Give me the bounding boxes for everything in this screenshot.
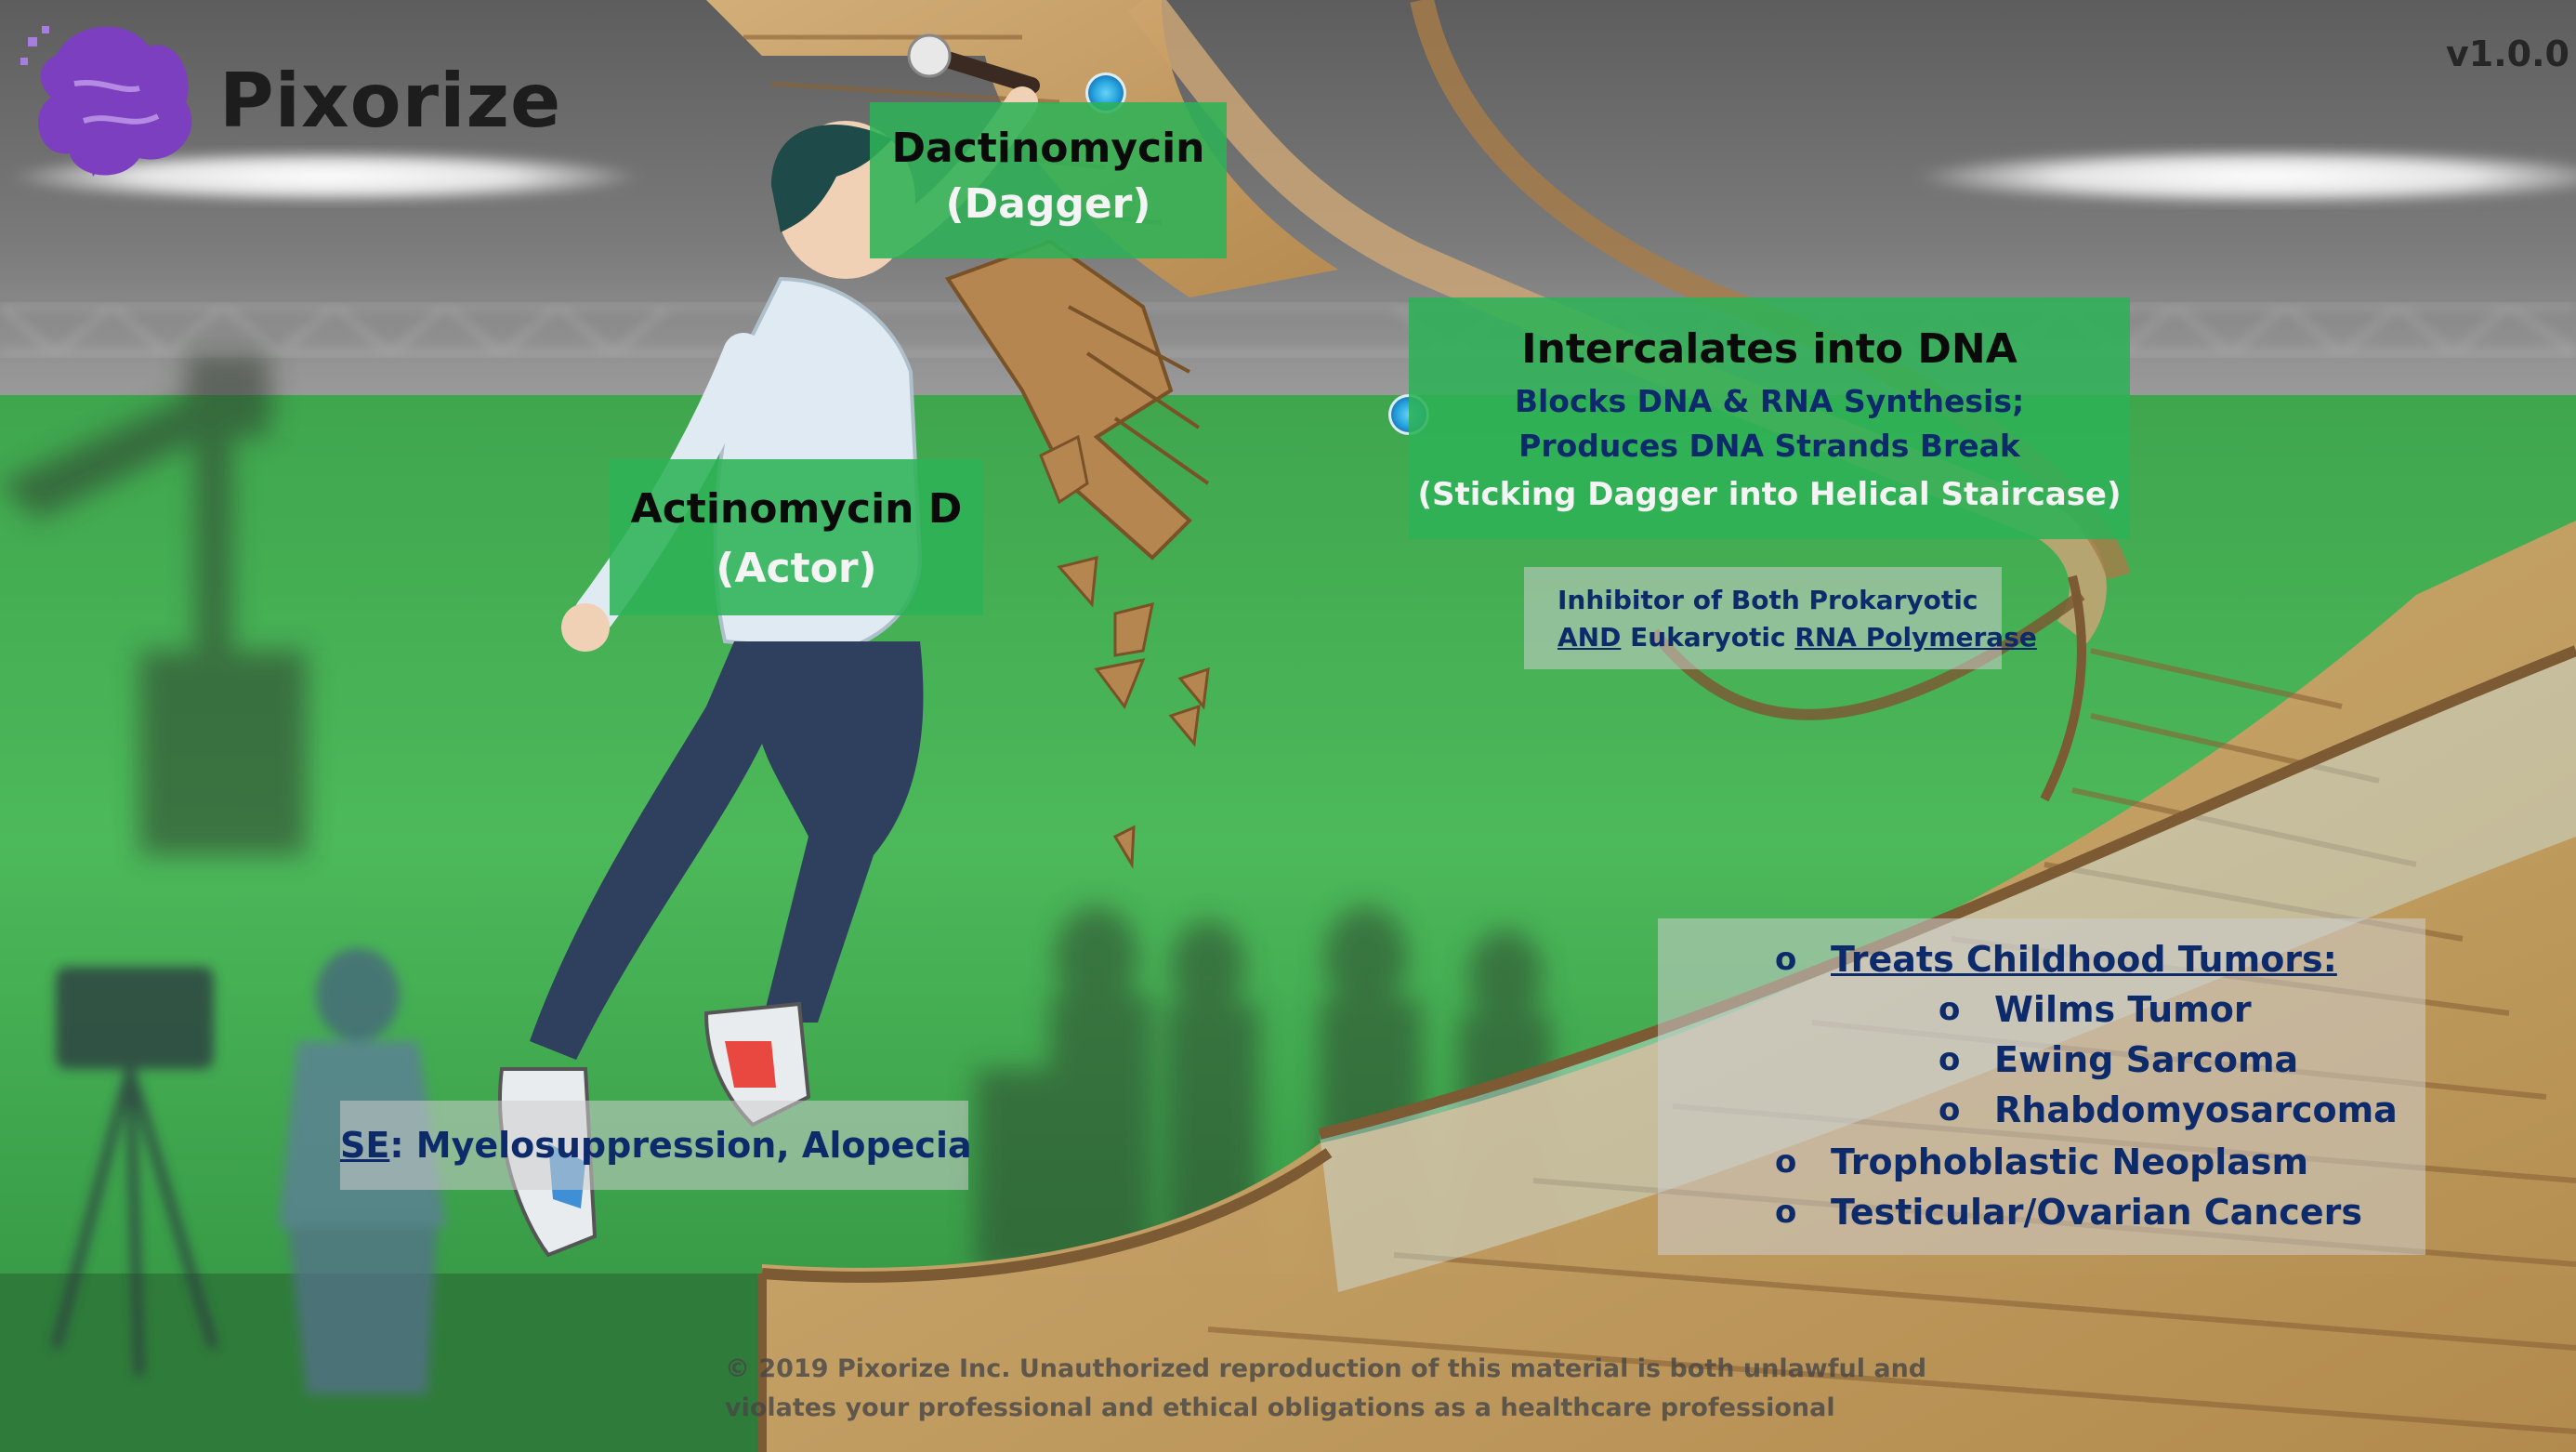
label-side-effects[interactable]: SE: Myelosuppression, Alopecia bbox=[340, 1101, 972, 1190]
bullet-marker: o bbox=[1775, 1194, 1797, 1231]
inhibitor-eukaryotic: Eukaryotic bbox=[1621, 622, 1795, 653]
actinomycin-mnemonic: (Actor) bbox=[716, 545, 877, 592]
uses-header: Treats Childhood Tumors: bbox=[1831, 939, 2337, 980]
pixorize-logo-mark bbox=[20, 26, 192, 177]
label-uses[interactable] bbox=[1658, 918, 2425, 1255]
copyright-line2: violates your professional and ethical o… bbox=[725, 1393, 1835, 1422]
ceiling-light-left bbox=[9, 151, 641, 203]
bullet-marker: o bbox=[1775, 1143, 1797, 1181]
uses-sub-row-1: o Wilms Tumor bbox=[1939, 989, 2252, 1030]
bullet-marker: o bbox=[1939, 991, 1961, 1028]
side-effects-abbr: SE bbox=[340, 1125, 390, 1166]
copyright-notice: © 2019 Pixorize Inc. Unauthorized reprod… bbox=[725, 1350, 1927, 1428]
uses-other-2: Testicular/Ovarian Cancers bbox=[1831, 1192, 2362, 1233]
label-mechanism[interactable]: Intercalates into DNA Blocks DNA & RNA S… bbox=[1409, 297, 2130, 539]
uses-sub-1: Wilms Tumor bbox=[1994, 989, 2252, 1030]
uses-list: o Treats Childhood Tumors: o Wilms Tumor… bbox=[1660, 918, 2422, 1253]
uses-other-1: Trophoblastic Neoplasm bbox=[1831, 1142, 2309, 1182]
uses-sub-row-2: o Ewing Sarcoma bbox=[1939, 1039, 2298, 1080]
bullet-marker: o bbox=[1939, 1091, 1961, 1129]
dactinomycin-mnemonic: (Dagger) bbox=[945, 180, 1151, 228]
copyright-line1: © 2019 Pixorize Inc. Unauthorized reprod… bbox=[725, 1354, 1927, 1383]
uses-sub-3: Rhabdomyosarcoma bbox=[1994, 1089, 2398, 1130]
brand-logo-text: Pixorize bbox=[219, 58, 562, 144]
label-inhibitor[interactable]: Inhibitor of Both Prokaryotic AND Eukary… bbox=[1524, 567, 2037, 669]
uses-header-row: o Treats Childhood Tumors: bbox=[1775, 939, 2337, 980]
side-effects-text: SE: Myelosuppression, Alopecia bbox=[340, 1121, 972, 1169]
label-dactinomycin[interactable]: Dactinomycin (Dagger) bbox=[870, 102, 1227, 258]
inhibitor-line2: AND Eukaryotic RNA Polymerase bbox=[1557, 619, 2037, 656]
version-label: v1.0.0 bbox=[2446, 33, 2569, 74]
side-effects-list: : Myelosuppression, Alopecia bbox=[389, 1125, 972, 1166]
actinomycin-name: Actinomycin D bbox=[630, 485, 963, 533]
uses-other-row-1: o Trophoblastic Neoplasm bbox=[1775, 1142, 2308, 1182]
uses-other-row-2: o Testicular/Ovarian Cancers bbox=[1775, 1192, 2362, 1233]
uses-sub-row-3: o Rhabdomyosarcoma bbox=[1939, 1089, 2398, 1130]
label-actinomycin-d[interactable]: Actinomycin D (Actor) bbox=[610, 459, 983, 615]
uses-sub-2: Ewing Sarcoma bbox=[1994, 1039, 2299, 1080]
camera-crane-silhouette bbox=[0, 353, 307, 855]
bullet-marker: o bbox=[1939, 1041, 1961, 1078]
ceiling-light-right bbox=[1914, 149, 2576, 205]
mechanism-mnemonic: (Sticking Dagger into Helical Staircase) bbox=[1417, 476, 2122, 513]
inhibitor-rna-polymerase: RNA Polymerase bbox=[1794, 622, 2037, 653]
dactinomycin-name: Dactinomycin bbox=[891, 125, 1205, 172]
inhibitor-and: AND bbox=[1557, 622, 1622, 653]
mechanism-line1: Blocks DNA & RNA Synthesis; bbox=[1514, 383, 2025, 419]
mechanism-title: Intercalates into DNA bbox=[1521, 325, 2017, 373]
bullet-marker: o bbox=[1775, 941, 1797, 978]
mechanism-line2: Produces DNA Strands Break bbox=[1518, 428, 2020, 464]
inhibitor-line1: Inhibitor of Both Prokaryotic bbox=[1557, 585, 1978, 615]
